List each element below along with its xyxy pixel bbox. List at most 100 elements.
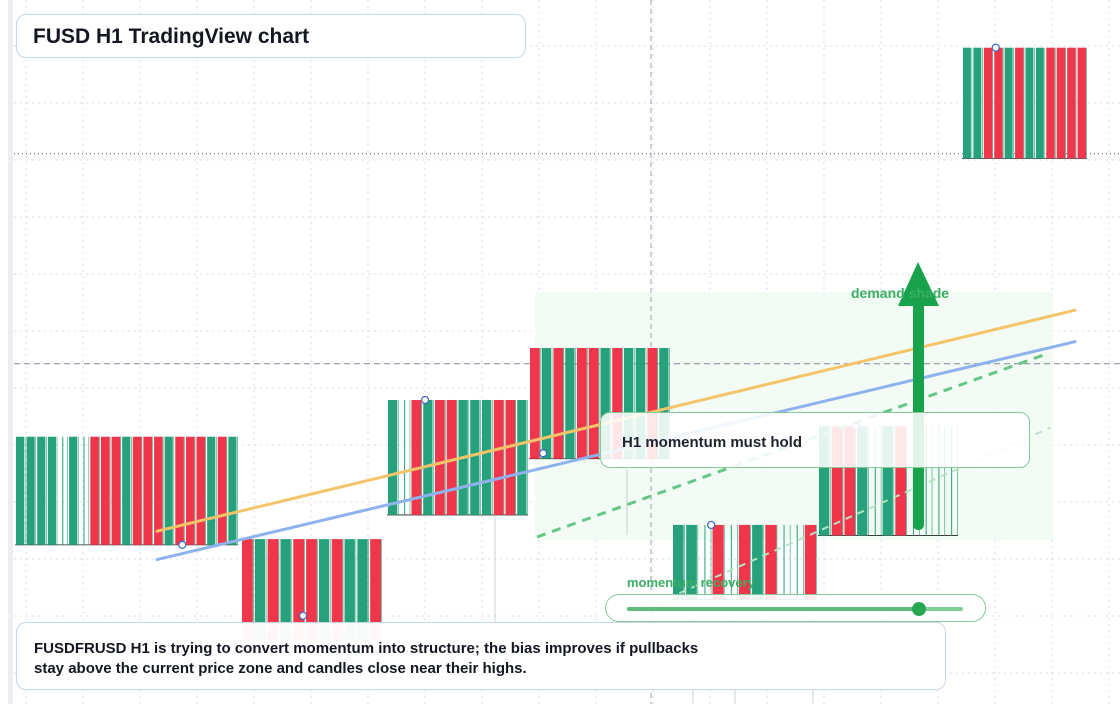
- candle-bull: [482, 399, 492, 515]
- candle-bull: [1025, 47, 1034, 159]
- candle-bear: [370, 539, 381, 640]
- candle-bull: [686, 524, 697, 600]
- candle-bear: [100, 436, 110, 545]
- candle-bear: [411, 399, 422, 515]
- candle-bear: [175, 436, 184, 545]
- candle-bear: [1077, 47, 1086, 159]
- candle-bull: [318, 539, 330, 640]
- candle-bull: [344, 539, 355, 640]
- candle-bull: [819, 426, 830, 536]
- candle-bear: [577, 348, 587, 459]
- candle-bull: [16, 436, 25, 545]
- candle-bull: [973, 47, 982, 159]
- candle-bear: [844, 426, 856, 536]
- candle-bull: [624, 348, 634, 459]
- candle-bear: [712, 524, 724, 600]
- candle-bear: [111, 436, 121, 545]
- chart-title: FUSD H1 TradingView chart: [33, 25, 310, 48]
- candle-bear: [493, 399, 504, 515]
- candle-bear: [804, 524, 816, 600]
- summary-text: FUSDFRUSD H1 is trying to convert moment…: [34, 640, 699, 677]
- candle-bull: [37, 436, 46, 545]
- up-arrow-head: [898, 262, 939, 306]
- candle-bear: [647, 348, 658, 459]
- pivot-marker: [298, 611, 308, 620]
- pivot-marker: [420, 395, 430, 405]
- candle-bull: [47, 436, 56, 545]
- candle-bull: [470, 399, 480, 515]
- demand-label: demand shade: [851, 285, 949, 301]
- candle-bear: [217, 436, 227, 545]
- candle-bull: [600, 348, 610, 459]
- candle-bull: [280, 539, 291, 640]
- candle-bull: [635, 348, 645, 459]
- slider-track[interactable]: [627, 602, 963, 616]
- pivot-marker: [707, 520, 716, 530]
- candle-bear: [831, 426, 843, 536]
- candle-bull: [517, 399, 527, 515]
- candle-bear: [306, 539, 317, 640]
- candle-bull: [659, 348, 669, 459]
- markers-layer: [178, 43, 1000, 620]
- candle-bear: [505, 399, 516, 515]
- candle-bull: [752, 524, 763, 600]
- title-panel: FUSD H1 TradingView chart: [16, 14, 526, 58]
- candle-bull: [207, 436, 216, 545]
- momentum-slider[interactable]: [605, 594, 986, 622]
- candle-bear: [331, 539, 343, 640]
- candle-bull: [1004, 47, 1013, 159]
- pivot-marker: [178, 540, 187, 549]
- candle-bull: [69, 436, 78, 545]
- trend-dashed-line: [536, 352, 1048, 539]
- candle-bear: [1056, 47, 1066, 159]
- callout-text: H1 momentum must hold: [622, 434, 803, 451]
- candle-bear: [895, 426, 907, 536]
- candle-bear: [612, 348, 622, 459]
- slider-knob[interactable]: [912, 602, 927, 616]
- candle-bear: [530, 348, 540, 459]
- candle-bear: [1046, 47, 1055, 159]
- candle-bull: [423, 399, 433, 515]
- candle-bull: [673, 524, 684, 600]
- candle-bear: [1067, 47, 1076, 159]
- candle-bull: [164, 436, 173, 545]
- candle-bull: [357, 539, 368, 640]
- candle-bull: [963, 47, 971, 159]
- candle-bear: [267, 539, 279, 640]
- candle-bear: [154, 436, 163, 545]
- slider-fill: [627, 607, 920, 611]
- candle-bull: [565, 348, 575, 459]
- candle-bull: [122, 436, 131, 545]
- candle-bear: [132, 436, 142, 545]
- candle-bull: [857, 426, 868, 536]
- candle-bear: [983, 47, 993, 159]
- candle-bull: [26, 436, 35, 545]
- candle-bear: [588, 348, 599, 459]
- candle-bear: [435, 399, 445, 515]
- candle-bear: [90, 436, 99, 545]
- pivot-marker: [991, 43, 1000, 52]
- candle-bull: [254, 539, 266, 640]
- candle-bull: [228, 436, 237, 545]
- candle-bear: [143, 436, 153, 545]
- candle-bull: [882, 426, 893, 536]
- candle-bear: [446, 399, 457, 515]
- candle-bull: [1035, 47, 1044, 159]
- candle-bull: [388, 399, 398, 515]
- pivot-marker: [538, 449, 548, 458]
- candle-bear: [1015, 47, 1024, 159]
- candle-bear: [242, 539, 253, 640]
- left-scale-strip: [8, 0, 13, 704]
- candle-bear: [738, 524, 751, 600]
- momentum-label: momentum recovery: [627, 575, 756, 590]
- candle-bear: [293, 539, 305, 640]
- candle-bear: [765, 524, 777, 600]
- candle-bear: [994, 47, 1003, 159]
- candle-bear: [185, 436, 195, 545]
- candle-bull: [541, 348, 551, 459]
- momentum-callout: H1 momentum must hold: [600, 412, 1030, 468]
- summary-panel: FUSDFRUSD H1 is trying to convert moment…: [16, 622, 946, 690]
- candle-bear: [196, 436, 206, 545]
